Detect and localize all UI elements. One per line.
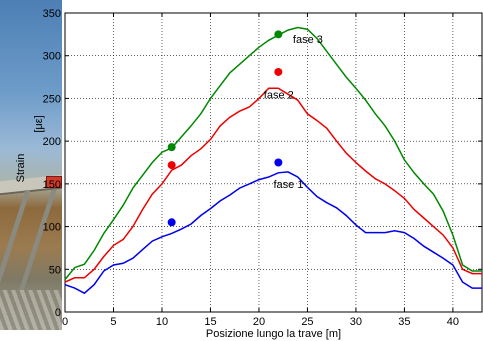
x-tick-label: 5 xyxy=(110,316,116,328)
x-tick-label: 35 xyxy=(398,316,410,328)
bridge-photo-background xyxy=(0,0,62,330)
y-axis-label: Strain [με] xyxy=(15,115,45,182)
series-line-fase-2 xyxy=(64,87,482,283)
y-tick-label: 50 xyxy=(49,264,61,276)
tick-layer: 0 5 10 15 20 25 30 35 40 0 50 100 150 200 250 300 350 xyxy=(43,8,482,328)
grid-lines xyxy=(65,13,482,312)
series-label-layer: fase 1 fase 2 fase 3 xyxy=(264,34,323,191)
series-label-fase-2: fase 2 xyxy=(264,89,294,101)
x-axis-label: Posizione lungo la trave [m] xyxy=(206,328,341,340)
x-tick-label: 25 xyxy=(301,316,313,328)
x-tick-label: 40 xyxy=(447,316,459,328)
series-line-fase-3 xyxy=(64,26,482,280)
x-tick-label: 15 xyxy=(204,316,216,328)
y-tick-label: 350 xyxy=(43,8,61,20)
y-tick-label: 200 xyxy=(43,136,61,148)
data-point-fase-1 xyxy=(167,218,176,227)
data-point-fase-3 xyxy=(274,30,283,39)
x-tick-label: 30 xyxy=(350,316,362,328)
red-sign-shape xyxy=(46,176,62,188)
series-line-fase-1 xyxy=(64,171,482,295)
y-axis-label-unit: [με] xyxy=(33,115,45,132)
data-point-fase-2 xyxy=(274,67,283,76)
x-tick-label: 10 xyxy=(156,316,168,328)
plot-area xyxy=(64,12,483,313)
data-point-fase-3 xyxy=(167,143,176,152)
rock-texture-shape xyxy=(0,290,62,330)
series-label-fase-3: fase 3 xyxy=(293,34,323,46)
y-tick-label: 250 xyxy=(43,93,61,105)
y-tick-label: 0 xyxy=(55,307,61,319)
y-axis-label-prefix: Strain xyxy=(15,154,27,183)
x-tick-label: 20 xyxy=(253,316,265,328)
y-tick-label: 300 xyxy=(43,51,61,63)
y-tick-label: 150 xyxy=(43,179,61,191)
marker-layer xyxy=(167,30,283,227)
series-label-fase-1: fase 1 xyxy=(274,179,304,191)
data-point-fase-2 xyxy=(167,161,176,170)
data-point-fase-1 xyxy=(274,158,283,167)
x-tick-label: 0 xyxy=(62,316,68,328)
y-tick-label: 100 xyxy=(43,222,61,234)
series-layer xyxy=(64,26,482,295)
